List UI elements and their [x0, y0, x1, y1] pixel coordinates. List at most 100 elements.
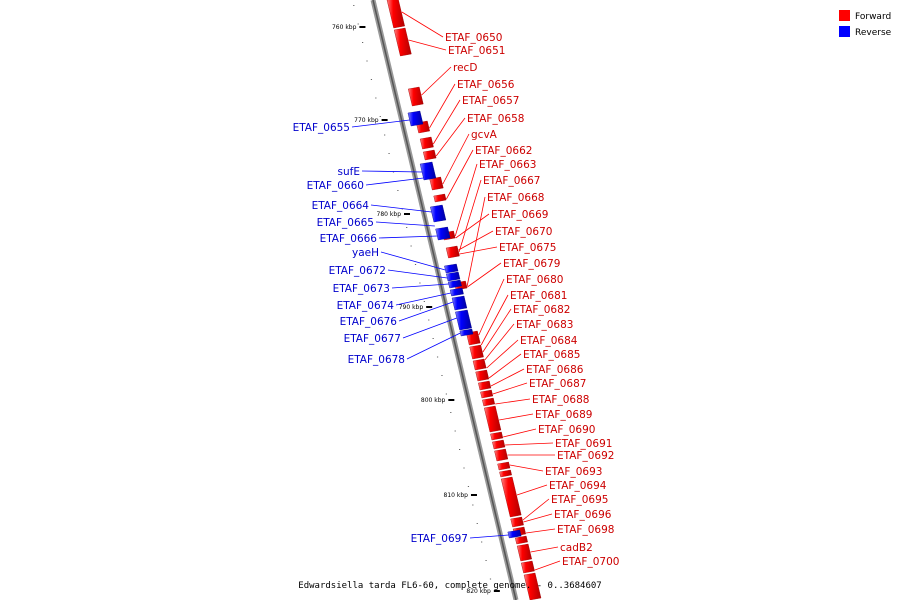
- forward-leader-line: [401, 11, 444, 38]
- gene-label-etaf_0679: ETAF_0679: [503, 258, 560, 270]
- minor-tick: [428, 319, 430, 321]
- forward-leader-line: [408, 39, 447, 51]
- forward-leader-line: [466, 196, 486, 287]
- gene-label-etaf_0668: ETAF_0668: [487, 192, 544, 204]
- minor-tick: [388, 153, 390, 154]
- forward-leader-line: [530, 546, 559, 553]
- reverse-leader-line: [406, 332, 461, 360]
- major-tick: [426, 306, 433, 308]
- forward-leader-line: [495, 398, 531, 405]
- forward-gene-block: [500, 476, 522, 518]
- forward-leader-line: [516, 484, 548, 496]
- gene-label-etaf_0689: ETAF_0689: [535, 409, 592, 421]
- forward-leader-line: [525, 528, 556, 534]
- gene-label-etaf_0688: ETAF_0688: [532, 394, 589, 406]
- forward-gene-block: [492, 439, 506, 450]
- minor-tick: [463, 467, 465, 469]
- gene-label-etaf_0656: ETAF_0656: [457, 79, 515, 91]
- reverse-gene-block: [449, 287, 464, 297]
- minor-tick-marks: [353, 5, 492, 580]
- gene-label-etaf_0663: ETAF_0663: [479, 159, 536, 171]
- gene-label-etaf_0658: ETAF_0658: [467, 113, 524, 125]
- minor-tick: [441, 375, 443, 376]
- tick-label: 820 kbp: [466, 588, 491, 595]
- gene-label-etaf_0694: ETAF_0694: [549, 480, 607, 492]
- major-tick: [359, 26, 366, 28]
- gene-label-etaf_0692: ETAF_0692: [557, 450, 614, 462]
- forward-gene-block: [422, 149, 437, 161]
- forward-gene-block: [497, 461, 511, 471]
- reverse-gene-block: [447, 279, 462, 289]
- tick-label: 780 kbp: [377, 211, 402, 218]
- gene-label-recd: recD: [453, 62, 477, 74]
- minor-tick: [353, 5, 355, 6]
- forward-leader-line: [488, 353, 522, 379]
- reverse-gene-block: [455, 309, 472, 331]
- gene-label-cadb2: cadB2: [560, 542, 593, 554]
- minor-tick: [370, 79, 373, 80]
- minor-tick: [459, 449, 461, 450]
- gene-label-etaf_0682: ETAF_0682: [513, 304, 570, 316]
- forward-leader-line: [429, 83, 456, 129]
- minor-tick: [423, 301, 425, 302]
- legend-forward-swatch: [839, 10, 850, 21]
- legend-reverse-swatch: [839, 26, 850, 37]
- reverse-leader-line: [402, 317, 457, 339]
- minor-tick: [384, 134, 386, 136]
- gene-features: [386, 0, 542, 600]
- gene-label-gcva: gcvA: [471, 129, 498, 141]
- minor-tick: [445, 393, 447, 395]
- gene-label-etaf_0650: ETAF_0650: [445, 32, 502, 44]
- forward-leader-line: [486, 339, 519, 369]
- forward-gene-block: [393, 27, 412, 57]
- forward-leader-line: [499, 413, 534, 421]
- major-tick-marks: 760 kbp 770 kbp 780 kbp 790 kbp 800 kbp 810 k…: [332, 24, 500, 595]
- gene-label-etaf_0662: ETAF_0662: [475, 145, 532, 157]
- legend-forward-label: Forward: [855, 12, 891, 22]
- genome-caption: Edwardsiella tarda FL6-60, complete geno…: [298, 581, 601, 591]
- gene-label-etaf_0669: ETAF_0669: [491, 209, 548, 221]
- reverse-leader-line: [375, 221, 435, 227]
- major-tick: [470, 494, 477, 496]
- forward-leader-line: [522, 498, 550, 521]
- forward-leader-line: [482, 308, 512, 353]
- reverse-gene-block: [444, 263, 459, 274]
- gene-label-etaf_0651: ETAF_0651: [448, 45, 505, 57]
- label-leader-lines: [351, 11, 561, 571]
- forward-leader-line: [458, 230, 494, 251]
- minor-tick: [362, 42, 364, 43]
- gene-label-etaf_0697: ETAF_0697: [411, 533, 468, 545]
- forward-leader-line: [421, 66, 452, 96]
- minor-tick: [357, 23, 359, 25]
- reverse-leader-line: [378, 235, 438, 239]
- forward-leader-line: [446, 149, 474, 200]
- forward-leader-line: [458, 179, 482, 253]
- forward-gene-block: [480, 389, 494, 399]
- gene-label-etaf_0683: ETAF_0683: [516, 319, 573, 331]
- forward-gene-block: [407, 86, 424, 107]
- gene-label-etaf_0666: ETAF_0666: [320, 233, 378, 245]
- gene-label-etaf_0690: ETAF_0690: [538, 424, 595, 436]
- forward-gene-block: [482, 397, 496, 407]
- gene-label-etaf_0674: ETAF_0674: [337, 300, 395, 312]
- tick-label: 760 kbp: [332, 24, 357, 31]
- forward-leader-line: [442, 133, 470, 185]
- forward-leader-line: [505, 442, 554, 446]
- forward-leader-line: [490, 368, 525, 387]
- minor-tick: [414, 264, 417, 265]
- tick-label: 770 kbp: [354, 117, 379, 124]
- gene-label-etaf_0655: ETAF_0655: [293, 122, 350, 134]
- forward-leader-line: [492, 382, 528, 395]
- reverse-gene-block: [459, 328, 474, 337]
- minor-tick: [467, 486, 470, 487]
- reverse-gene-block: [407, 110, 424, 127]
- genome-axis-core: [372, 0, 517, 600]
- forward-gene-block: [469, 344, 484, 360]
- gene-label-etaf_0693: ETAF_0693: [545, 466, 602, 478]
- forward-leader-line: [432, 99, 461, 145]
- legend: Forward Reverse: [839, 10, 892, 38]
- minor-tick: [406, 227, 408, 228]
- major-tick: [493, 590, 500, 592]
- forward-gene-block: [494, 448, 509, 462]
- forward-leader-line: [534, 560, 561, 571]
